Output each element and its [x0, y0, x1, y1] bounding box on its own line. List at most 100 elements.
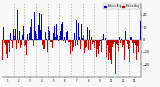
Bar: [35, 31, 36, 40]
Bar: [128, 40, 129, 49]
Bar: [127, 40, 128, 44]
Bar: [111, 40, 112, 64]
Bar: [26, 40, 27, 55]
Bar: [9, 40, 10, 52]
Bar: [116, 40, 117, 44]
Bar: [125, 31, 126, 40]
Bar: [11, 40, 12, 41]
Bar: [114, 40, 115, 42]
Bar: [131, 40, 132, 45]
Bar: [5, 40, 6, 46]
Bar: [13, 29, 14, 40]
Bar: [107, 40, 108, 45]
Bar: [16, 40, 17, 49]
Bar: [7, 37, 8, 40]
Bar: [82, 38, 83, 40]
Bar: [23, 40, 24, 41]
Bar: [51, 40, 52, 42]
Bar: [124, 40, 125, 60]
Bar: [53, 32, 54, 40]
Bar: [97, 40, 98, 49]
Bar: [120, 40, 121, 43]
Bar: [109, 40, 110, 53]
Bar: [24, 40, 25, 46]
Bar: [98, 40, 99, 54]
Bar: [79, 37, 80, 40]
Bar: [73, 40, 74, 48]
Bar: [135, 40, 136, 45]
Bar: [90, 40, 91, 50]
Bar: [84, 40, 85, 53]
Bar: [113, 40, 114, 44]
Bar: [72, 40, 73, 44]
Bar: [63, 40, 64, 41]
Bar: [92, 40, 93, 44]
Bar: [65, 40, 66, 43]
Bar: [121, 39, 122, 40]
Bar: [68, 40, 69, 42]
Bar: [106, 40, 107, 57]
Bar: [69, 40, 70, 42]
Bar: [49, 31, 50, 40]
Bar: [108, 40, 109, 60]
Bar: [47, 40, 48, 52]
Bar: [44, 40, 45, 50]
Bar: [36, 34, 37, 40]
Bar: [22, 35, 23, 40]
Bar: [103, 34, 104, 40]
Bar: [93, 40, 94, 41]
Bar: [33, 40, 34, 46]
Bar: [134, 40, 135, 43]
Bar: [77, 40, 78, 45]
Bar: [67, 31, 68, 40]
Bar: [15, 27, 16, 40]
Bar: [115, 40, 116, 74]
Bar: [95, 40, 96, 41]
Bar: [119, 37, 120, 40]
Bar: [10, 33, 11, 40]
Bar: [19, 31, 20, 40]
Bar: [83, 35, 84, 40]
Bar: [46, 39, 47, 40]
Bar: [137, 40, 138, 46]
Bar: [21, 40, 22, 45]
Bar: [54, 26, 55, 40]
Bar: [58, 40, 59, 41]
Bar: [56, 39, 57, 40]
Bar: [129, 40, 130, 62]
Legend: Above Avg, Below Avg: Above Avg, Below Avg: [103, 4, 140, 9]
Bar: [40, 30, 41, 40]
Bar: [86, 40, 87, 47]
Bar: [34, 35, 35, 40]
Bar: [75, 40, 76, 46]
Bar: [94, 40, 95, 48]
Bar: [80, 40, 81, 41]
Bar: [27, 34, 28, 40]
Bar: [38, 25, 39, 40]
Bar: [17, 10, 18, 40]
Bar: [71, 40, 72, 42]
Bar: [3, 27, 4, 40]
Bar: [20, 40, 21, 48]
Bar: [110, 40, 111, 60]
Bar: [60, 31, 61, 40]
Bar: [87, 27, 88, 40]
Bar: [76, 20, 77, 40]
Bar: [48, 26, 49, 40]
Bar: [117, 40, 118, 45]
Bar: [123, 40, 124, 57]
Bar: [25, 40, 26, 45]
Bar: [37, 39, 38, 40]
Bar: [118, 40, 119, 52]
Bar: [30, 27, 31, 40]
Bar: [29, 33, 30, 40]
Bar: [85, 40, 86, 48]
Bar: [132, 40, 133, 43]
Bar: [64, 27, 65, 40]
Bar: [96, 40, 97, 57]
Bar: [66, 32, 67, 40]
Bar: [32, 39, 33, 40]
Bar: [61, 32, 62, 40]
Bar: [122, 40, 123, 47]
Bar: [138, 40, 139, 52]
